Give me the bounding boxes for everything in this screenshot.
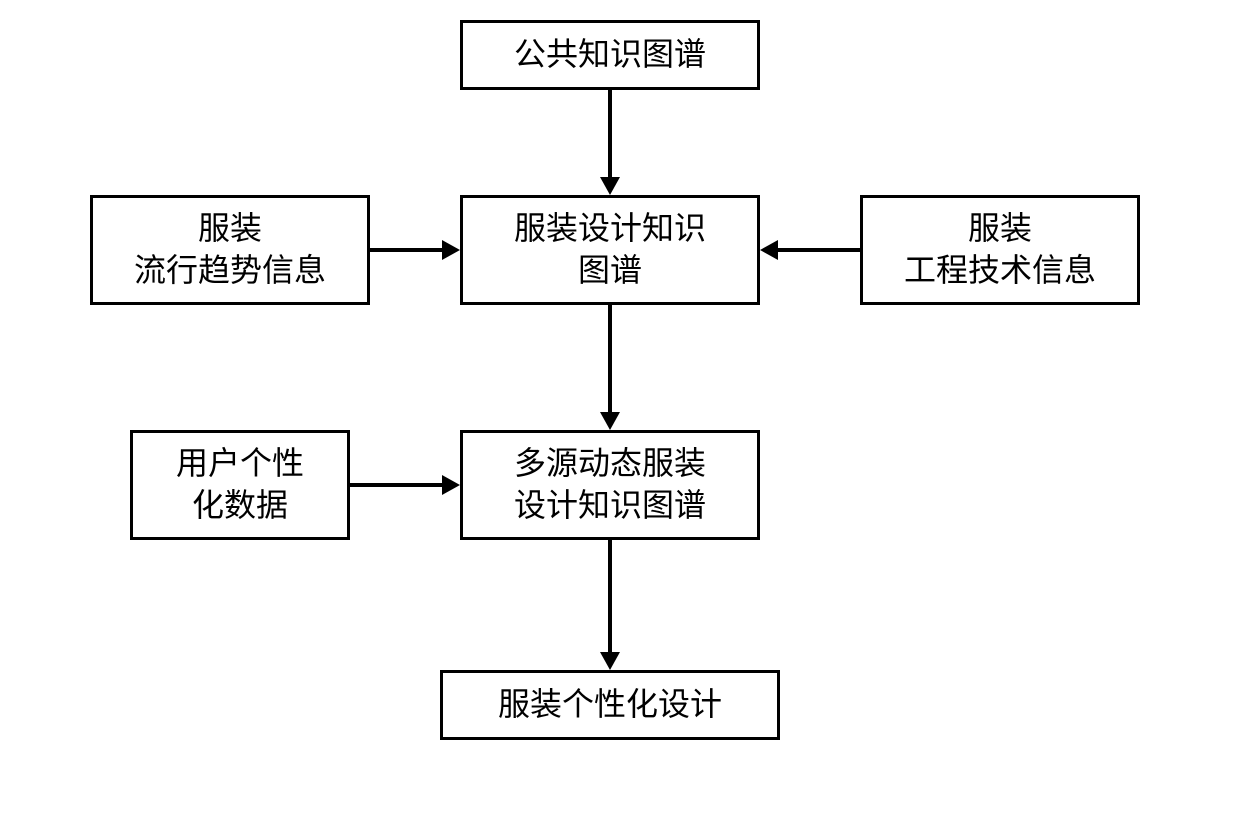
node-personalized-design: 服装个性化设计	[440, 670, 780, 740]
node-label: 多源动态服装设计知识图谱	[514, 443, 706, 526]
arrow-line	[370, 248, 442, 252]
arrow-head	[442, 475, 460, 495]
arrow-line	[608, 305, 612, 412]
arrow-line	[778, 248, 860, 252]
node-label: 用户个性化数据	[176, 443, 304, 526]
flowchart-container: 公共知识图谱 服装流行趋势信息 服装设计知识图谱 服装工程技术信息 用户个性化数…	[0, 0, 1240, 832]
arrow-line	[608, 540, 612, 652]
node-public-knowledge-graph: 公共知识图谱	[460, 20, 760, 90]
node-user-personalized-data: 用户个性化数据	[130, 430, 350, 540]
node-engineering-tech-info: 服装工程技术信息	[860, 195, 1140, 305]
arrow-head	[600, 412, 620, 430]
arrow-line	[608, 90, 612, 177]
node-label: 服装流行趋势信息	[134, 208, 326, 291]
node-label: 服装个性化设计	[498, 684, 722, 726]
arrow-line	[350, 483, 442, 487]
node-fashion-trend-info: 服装流行趋势信息	[90, 195, 370, 305]
arrow-head	[760, 240, 778, 260]
node-fashion-design-knowledge-graph: 服装设计知识图谱	[460, 195, 760, 305]
arrow-head	[600, 652, 620, 670]
node-label: 公共知识图谱	[514, 34, 706, 76]
node-label: 服装工程技术信息	[904, 208, 1096, 291]
arrow-head	[442, 240, 460, 260]
node-label: 服装设计知识图谱	[514, 208, 706, 291]
node-multi-source-dynamic-graph: 多源动态服装设计知识图谱	[460, 430, 760, 540]
arrow-head	[600, 177, 620, 195]
